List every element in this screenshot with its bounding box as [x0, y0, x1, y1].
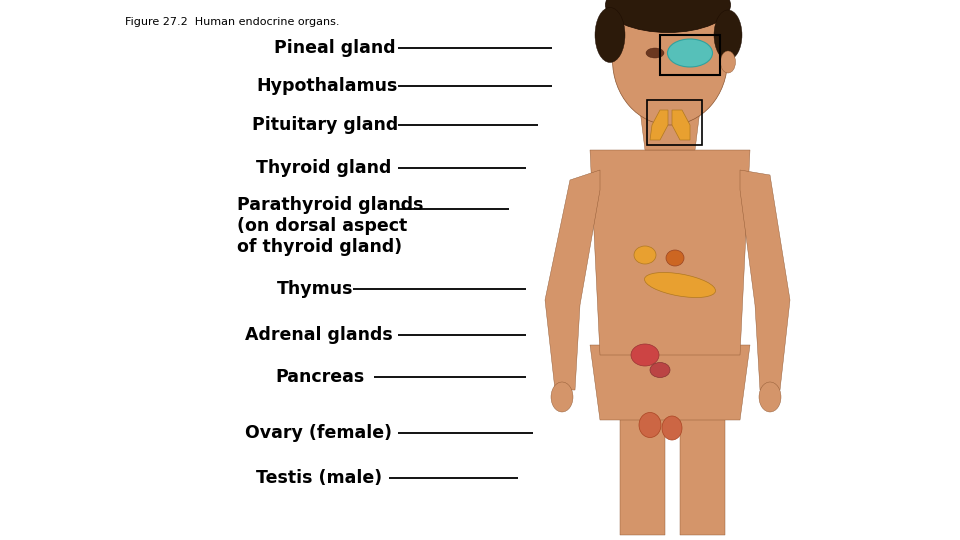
Polygon shape	[672, 110, 690, 140]
Ellipse shape	[606, 0, 731, 32]
Ellipse shape	[721, 51, 735, 73]
Text: Parathyroid glands
(on dorsal aspect
of thyroid gland): Parathyroid glands (on dorsal aspect of …	[237, 196, 423, 255]
Ellipse shape	[646, 48, 664, 58]
Ellipse shape	[662, 416, 682, 440]
Polygon shape	[680, 400, 725, 535]
Text: Hypothalamus: Hypothalamus	[256, 77, 397, 96]
Ellipse shape	[714, 10, 742, 60]
Polygon shape	[740, 170, 790, 390]
Ellipse shape	[631, 344, 659, 366]
Ellipse shape	[644, 273, 715, 298]
Polygon shape	[545, 170, 600, 390]
Text: Adrenal glands: Adrenal glands	[245, 326, 393, 344]
Bar	[647, 100, 702, 145]
Ellipse shape	[639, 413, 661, 437]
Polygon shape	[590, 345, 750, 420]
Ellipse shape	[634, 246, 656, 264]
Text: Thyroid gland: Thyroid gland	[256, 159, 392, 178]
Ellipse shape	[666, 250, 684, 266]
Text: Pituitary gland: Pituitary gland	[252, 116, 397, 134]
Text: Pineal gland: Pineal gland	[274, 38, 396, 57]
Ellipse shape	[595, 8, 625, 63]
Polygon shape	[640, 110, 700, 150]
Text: Pancreas: Pancreas	[276, 368, 365, 386]
Ellipse shape	[667, 39, 712, 67]
Ellipse shape	[551, 382, 573, 412]
Text: Testis (male): Testis (male)	[256, 469, 382, 487]
Text: Thymus: Thymus	[276, 280, 353, 298]
Text: Figure 27.2  Human endocrine organs.: Figure 27.2 Human endocrine organs.	[125, 17, 339, 28]
Polygon shape	[620, 400, 665, 535]
Polygon shape	[650, 110, 668, 140]
Ellipse shape	[650, 362, 670, 377]
Ellipse shape	[612, 0, 728, 125]
Text: Ovary (female): Ovary (female)	[245, 424, 392, 442]
Ellipse shape	[759, 382, 781, 412]
Polygon shape	[590, 150, 750, 355]
Bar	[660, 35, 720, 75]
